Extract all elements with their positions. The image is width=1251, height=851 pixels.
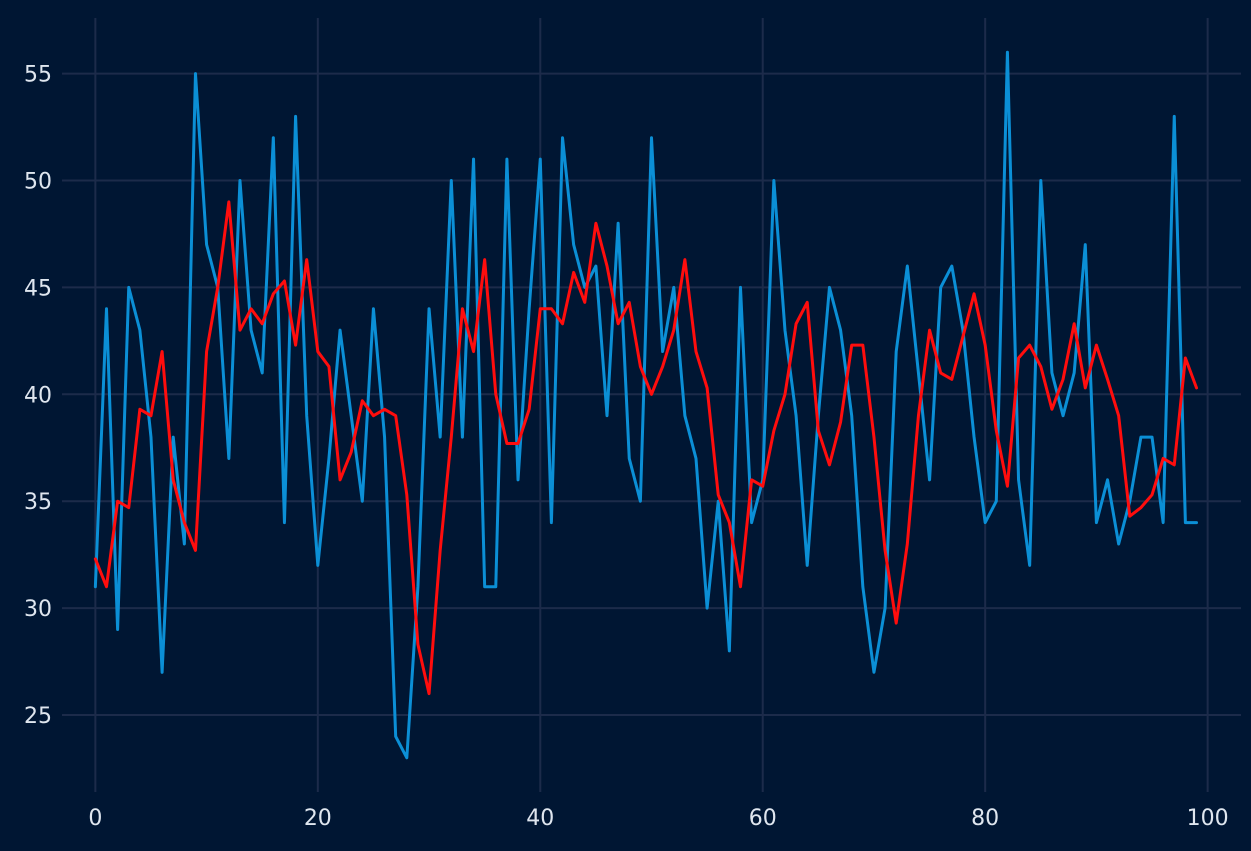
y-tick-label: 55 [24, 63, 52, 88]
y-axis-tick-labels: 25 30 35 40 45 50 55 [24, 63, 52, 729]
y-tick-label: 25 [24, 704, 52, 729]
series-line-2 [93, 200, 1199, 696]
x-tick-label: 0 [88, 806, 102, 831]
x-tick-label: 20 [304, 806, 332, 831]
series-lines [93, 50, 1199, 760]
y-tick-label: 30 [24, 597, 52, 622]
y-tick-label: 45 [24, 276, 52, 301]
x-axis-tick-labels: 0 20 40 60 80 100 [88, 806, 1228, 831]
x-tick-label: 40 [526, 806, 554, 831]
y-tick-label: 35 [24, 490, 52, 515]
series-line-1 [93, 50, 1199, 760]
y-tick-label: 50 [24, 169, 52, 194]
x-tick-label: 80 [971, 806, 999, 831]
y-tick-label: 40 [24, 383, 52, 408]
x-tick-label: 60 [749, 806, 777, 831]
x-tick-label: 100 [1187, 806, 1229, 831]
